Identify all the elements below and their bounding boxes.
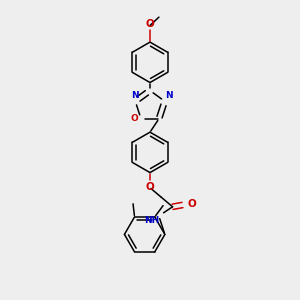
- Text: NH: NH: [144, 216, 160, 225]
- Text: N: N: [165, 91, 173, 100]
- Text: O: O: [146, 19, 154, 29]
- Text: O: O: [130, 114, 138, 123]
- Text: O: O: [146, 182, 154, 191]
- Text: N: N: [131, 91, 139, 100]
- Text: O: O: [187, 199, 196, 209]
